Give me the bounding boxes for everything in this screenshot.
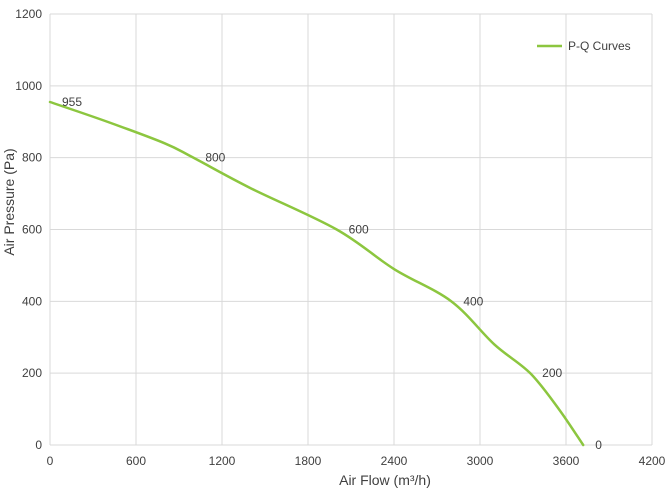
point-label: 200 [542,366,562,380]
y-tick-label: 200 [22,366,42,380]
series-line-pq-curves [48,100,585,447]
x-tick-label: 0 [47,454,54,468]
y-axis-ticks: 0 200 400 600 800 1000 1200 [15,7,42,452]
y-axis-label: Air Pressure (Pa) [1,148,17,255]
point-label: 955 [62,95,82,109]
x-tick-label: 1800 [295,454,322,468]
point-label: 800 [205,151,225,165]
y-tick-label: 1200 [15,7,42,21]
x-tick-label: 3000 [467,454,494,468]
y-tick-label: 400 [22,294,42,308]
x-tick-label: 2400 [381,454,408,468]
x-tick-label: 4200 [639,454,666,468]
y-tick-label: 0 [35,438,42,452]
point-labels: 955 800 600 400 200 0 [62,95,602,452]
point-label: 600 [349,223,369,237]
x-axis-label: Air Flow (m³/h) [339,472,431,488]
x-tick-label: 600 [126,454,146,468]
grid [49,13,653,446]
legend: P-Q Curves [537,39,631,53]
x-axis-ticks: 0 600 1200 1800 2400 3000 3600 4200 [47,454,666,468]
x-tick-label: 3600 [553,454,580,468]
legend-label: P-Q Curves [568,39,631,53]
y-tick-label: 1000 [15,79,42,93]
y-tick-label: 800 [22,151,42,165]
y-tick-label: 600 [22,223,42,237]
point-label: 400 [463,294,483,308]
point-label: 0 [595,438,602,452]
x-tick-label: 1200 [209,454,236,468]
